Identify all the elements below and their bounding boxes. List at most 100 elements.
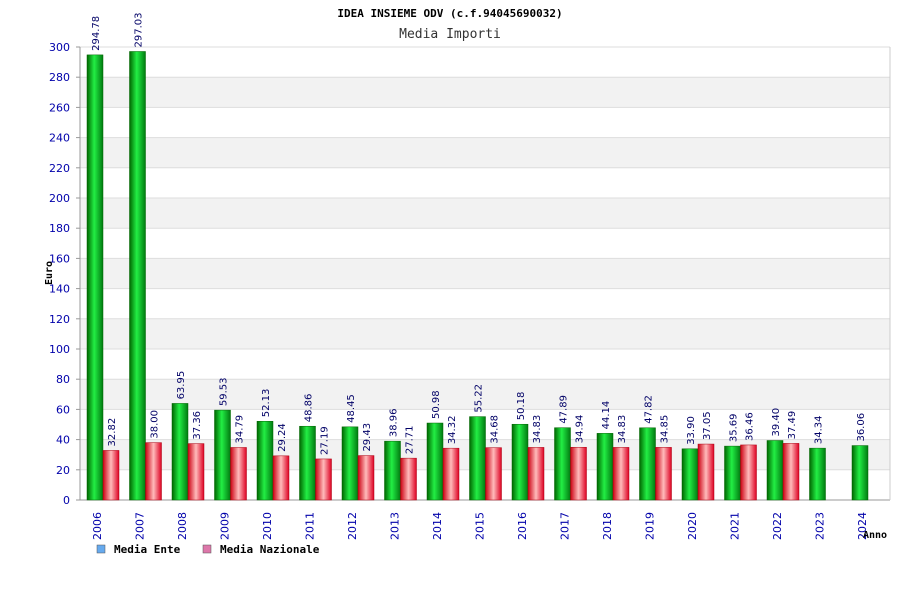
grid-band: [80, 318, 890, 349]
x-tick-label: 2015: [474, 512, 487, 540]
x-tick-label: 2010: [261, 512, 274, 540]
data-label: 34.32: [447, 416, 458, 445]
legend-swatch: [202, 544, 212, 554]
y-tick-label: 60: [56, 403, 70, 416]
data-label: 38.96: [389, 409, 400, 438]
bar-media-nazionale: [272, 455, 290, 501]
x-tick-label: 2021: [729, 512, 742, 540]
y-tick-label: 100: [49, 343, 70, 356]
bar-media-ente: [426, 422, 444, 501]
bar-media-nazionale: [400, 457, 417, 501]
x-tick-label: 2017: [559, 512, 572, 540]
y-tick-label: 200: [49, 192, 70, 205]
data-label: 34.79: [235, 415, 246, 444]
data-label: 35.69: [729, 413, 740, 442]
bar-media-nazionale: [102, 450, 120, 501]
bar-media-ente: [171, 403, 189, 501]
x-tick-label: 2012: [346, 512, 359, 540]
bar-media-nazionale: [527, 447, 545, 501]
data-label: 48.86: [304, 394, 315, 423]
y-tick-label: 80: [56, 373, 70, 386]
grid-band: [80, 47, 890, 78]
y-tick-label: 20: [56, 464, 70, 477]
data-label: 37.05: [702, 411, 713, 440]
bars: [86, 51, 869, 501]
chart-title: IDEA INSIEME ODV (c.f.94045690032): [337, 7, 562, 20]
x-tick-label: 2007: [134, 512, 147, 540]
bar-media-ente: [256, 421, 274, 501]
y-tick-label: 40: [56, 434, 70, 447]
data-label: 294.78: [91, 16, 102, 51]
bar-media-nazionale: [145, 442, 162, 501]
y-tick-label: 140: [49, 283, 70, 296]
data-label: 52.13: [261, 389, 272, 418]
data-label: 50.18: [516, 392, 527, 421]
grid-band: [80, 288, 890, 319]
bar-media-nazionale: [485, 447, 502, 501]
y-tick-label: 0: [63, 494, 70, 507]
data-label: 38.00: [150, 410, 161, 439]
x-tick-label: 2023: [814, 512, 827, 540]
x-axis-label: Anno: [863, 530, 887, 541]
bar-media-ente: [681, 448, 699, 501]
grid-band: [80, 167, 890, 198]
x-tick-label: 2019: [644, 512, 657, 540]
grid-band: [80, 228, 890, 259]
data-label: 37.36: [192, 411, 203, 440]
x-tick-label: 2013: [389, 512, 402, 540]
bar-media-nazionale: [357, 455, 375, 501]
grid-bands: [80, 47, 890, 500]
bar-media-ente: [596, 433, 614, 501]
data-label: 47.82: [644, 395, 655, 424]
x-tick-label: 2016: [516, 512, 529, 540]
x-axis-ticks: 2006 2007 2008 2009 2010 2011 2012 2013 2014 2015…: [91, 512, 869, 540]
x-tick-label: 2022: [771, 512, 784, 540]
data-labels: 294.78 32.82 297.03 38.00 63.95 37.36 59.53 34.…: [91, 12, 867, 454]
bar-media-ente: [129, 51, 146, 501]
data-label: 29.24: [277, 423, 288, 452]
bar-media-nazionale: [187, 443, 205, 501]
grid-band: [80, 198, 890, 229]
x-tick-label: 2018: [601, 512, 614, 540]
data-label: 33.90: [686, 416, 697, 445]
data-label: 34.94: [575, 415, 586, 444]
bar-media-ente: [299, 425, 316, 501]
bar-media-ente: [851, 445, 869, 501]
data-label: 50.98: [431, 390, 442, 419]
y-tick-label: 120: [49, 313, 70, 326]
bar-media-ente: [86, 54, 104, 501]
bar-media-ente: [554, 427, 571, 501]
data-label: 34.68: [490, 415, 501, 444]
data-label: 55.22: [474, 384, 485, 413]
data-label: 34.85: [660, 415, 671, 444]
bar-media-nazionale: [315, 458, 332, 501]
legend: Media Ente Media Nazionale: [96, 543, 320, 556]
chart-subtitle: Media Importi: [399, 27, 501, 42]
bar-media-ente: [766, 440, 784, 501]
data-label: 27.19: [320, 426, 331, 455]
x-tick-label: 2020: [686, 512, 699, 540]
legend-label: Media Nazionale: [220, 543, 320, 556]
data-label: 34.83: [532, 415, 543, 444]
bar-media-nazionale: [612, 447, 630, 501]
x-tick-label: 2009: [219, 512, 232, 540]
data-label: 34.34: [814, 416, 825, 445]
bar-media-nazionale: [740, 444, 757, 501]
x-tick-label: 2014: [431, 512, 444, 540]
x-tick-label: 2011: [304, 512, 317, 540]
y-tick-label: 260: [49, 101, 70, 114]
bar-media-nazionale: [655, 447, 672, 501]
data-label: 44.14: [601, 401, 612, 430]
bar-media-nazionale: [697, 443, 715, 501]
x-tick-label: 2024: [856, 512, 869, 540]
data-label: 34.83: [617, 415, 628, 444]
data-label: 297.03: [134, 12, 145, 47]
x-tick-label: 2006: [91, 512, 104, 540]
y-axis-label: Euro: [44, 261, 55, 285]
grid-band: [80, 349, 890, 380]
y-tick-label: 240: [49, 132, 70, 145]
y-tick-label: 280: [49, 71, 70, 84]
data-label: 47.89: [559, 395, 570, 424]
y-tick-label: 220: [49, 162, 70, 175]
